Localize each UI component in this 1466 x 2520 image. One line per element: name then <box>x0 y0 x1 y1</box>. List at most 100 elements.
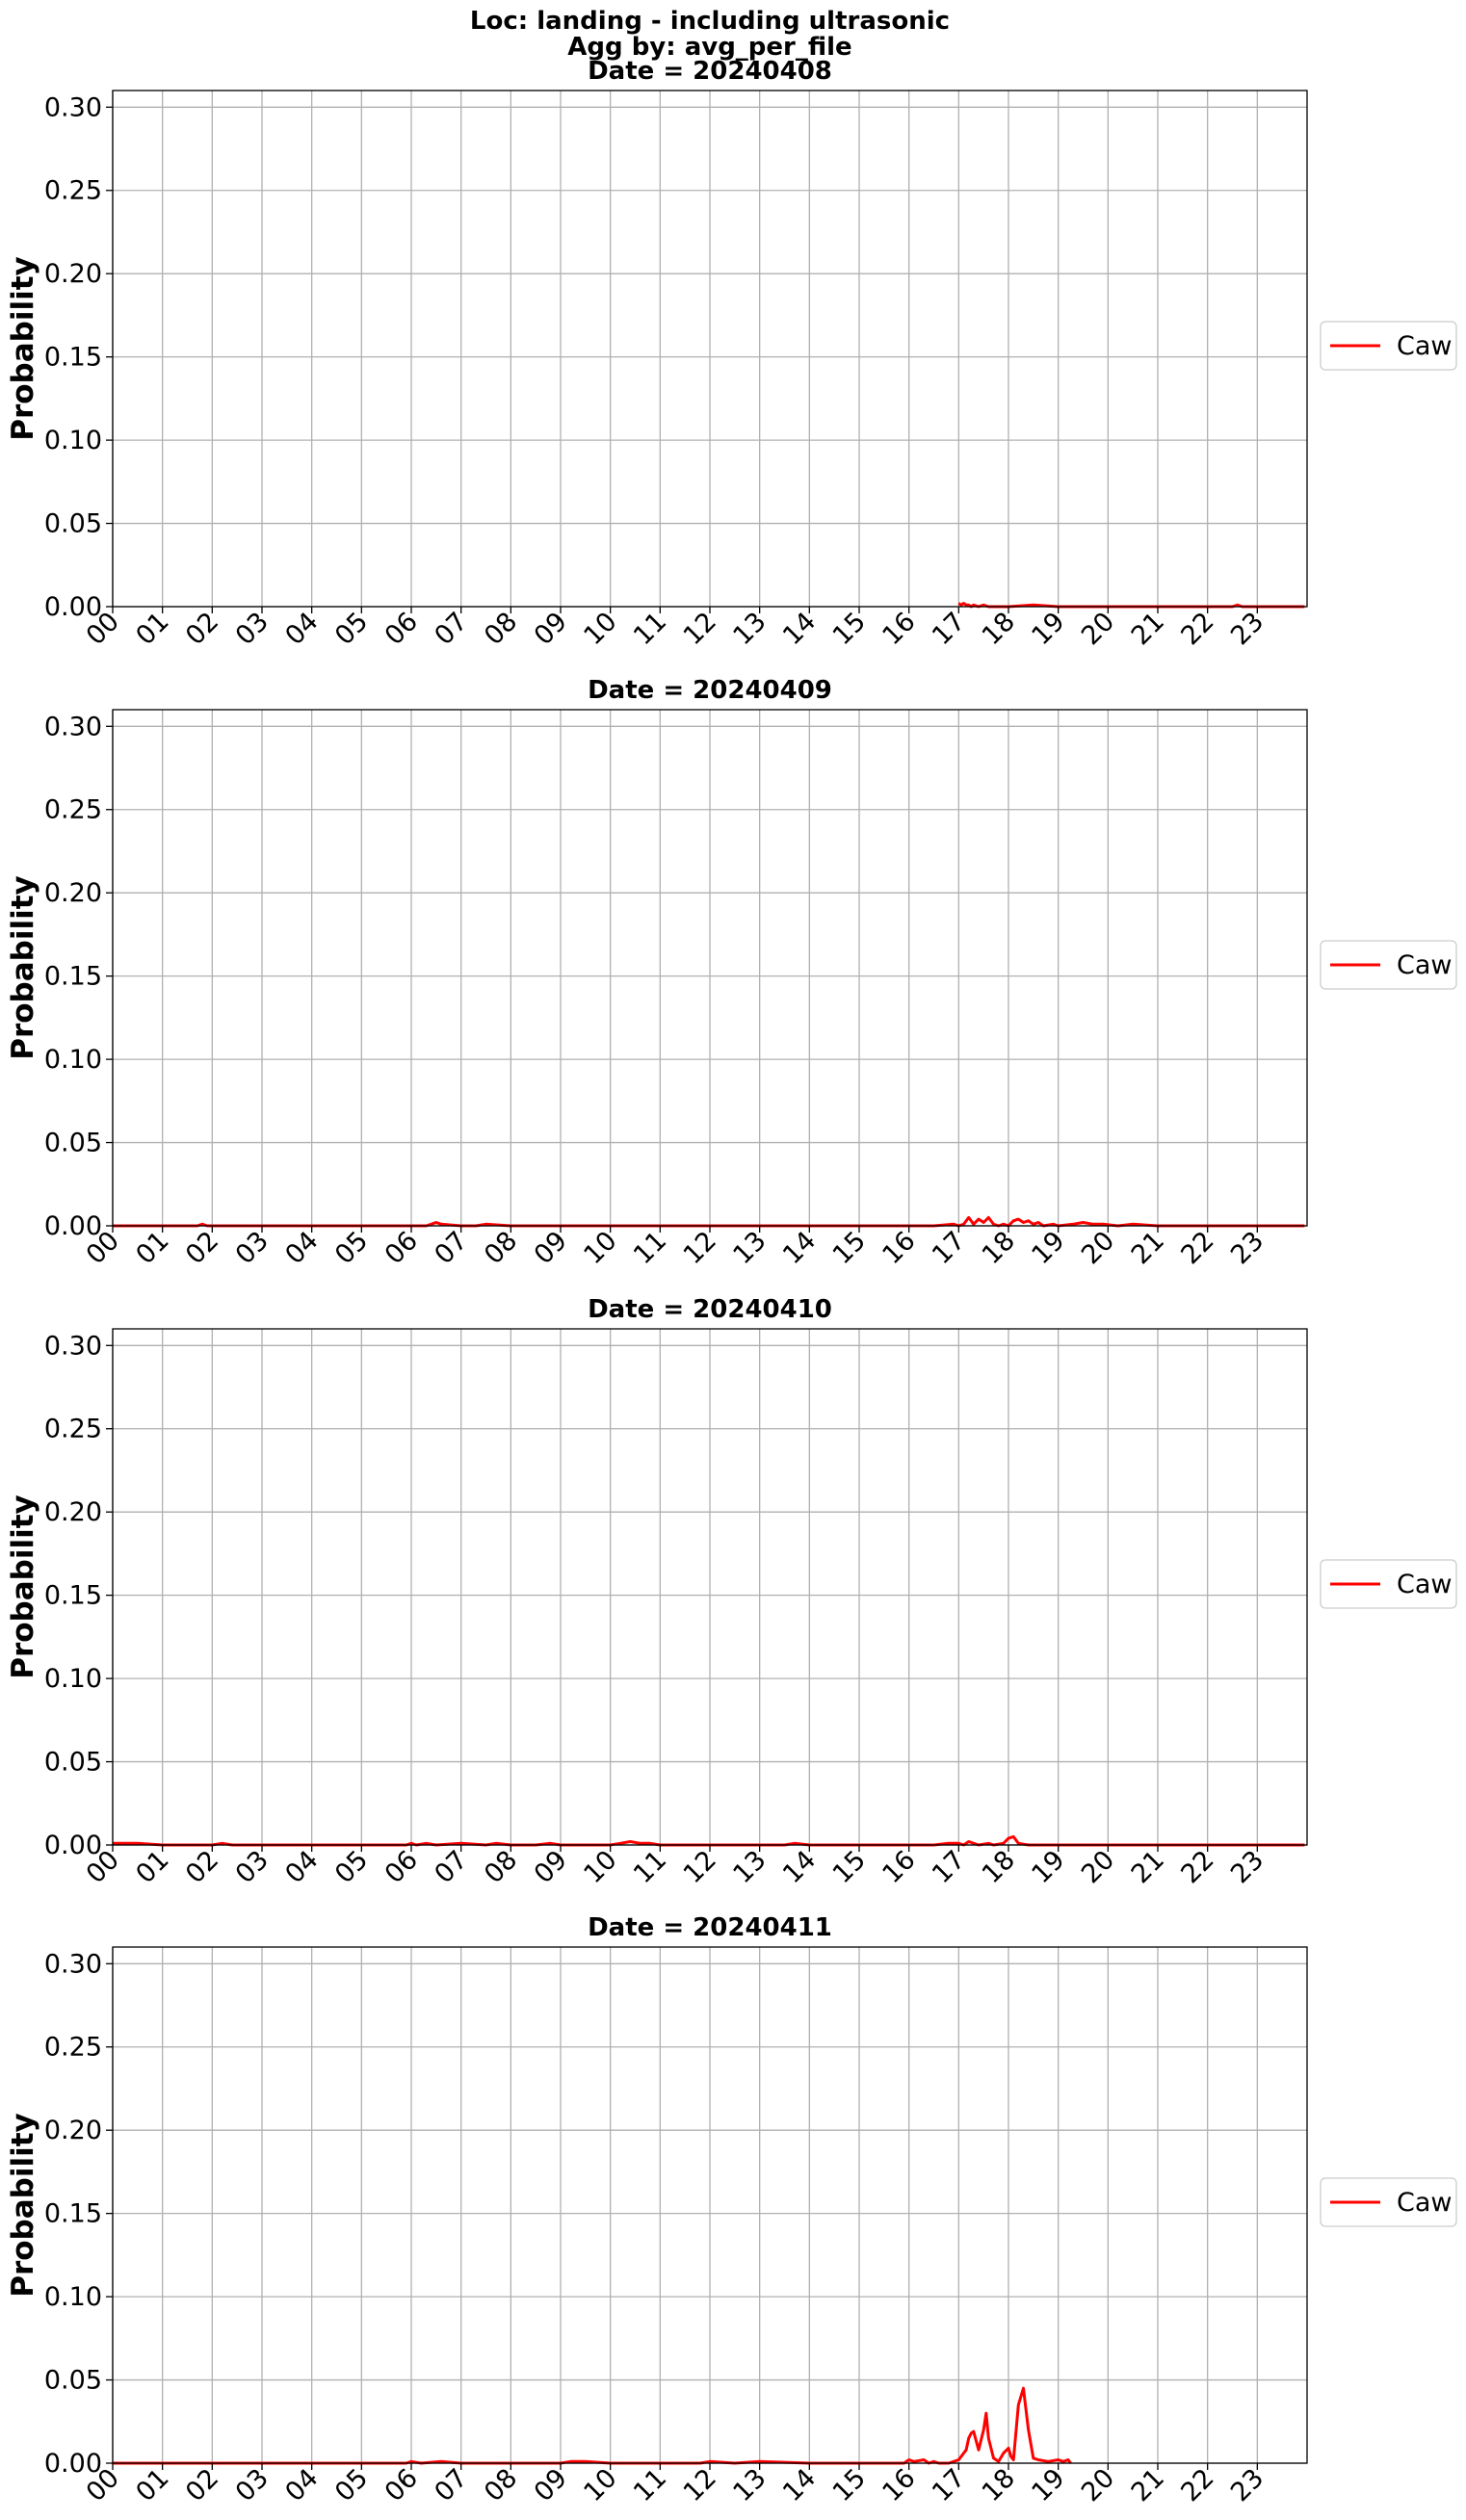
x-tick-label: 01 <box>130 1226 174 1270</box>
y-tick-label: 0.20 <box>44 2116 102 2145</box>
x-tick-label: 06 <box>380 607 424 651</box>
x-tick-label: 04 <box>279 2463 324 2507</box>
y-tick-label: 0.30 <box>44 1949 102 1979</box>
x-tick-label: 08 <box>479 1845 523 1889</box>
x-tick-label: 17 <box>927 607 971 651</box>
x-tick-label: 16 <box>877 2463 921 2507</box>
x-tick-label: 04 <box>279 607 324 651</box>
grid <box>112 1329 1307 1846</box>
x-tick-label: 08 <box>479 1226 523 1270</box>
x-tick-label: 02 <box>180 1226 224 1270</box>
y-tick-label: 0.00 <box>44 1211 102 1241</box>
x-tick-label: 07 <box>429 1226 473 1270</box>
x-tick-label: 20 <box>1076 607 1120 651</box>
y-tick-label: 0.05 <box>44 509 102 539</box>
x-tick-label: 22 <box>1175 1845 1219 1889</box>
x-tick-label: 16 <box>877 1226 921 1270</box>
x-tick-label: 01 <box>130 2463 174 2507</box>
y-tick-label: 0.15 <box>44 1581 102 1611</box>
x-tick-label: 09 <box>529 1226 573 1270</box>
x-tick-label: 19 <box>1026 2463 1070 2507</box>
y-tick-label: 0.15 <box>44 343 102 373</box>
y-axis-label: Probability <box>6 2113 40 2298</box>
y-tick-label: 0.15 <box>44 962 102 992</box>
x-tick-label: 02 <box>180 1845 224 1889</box>
x-tick-label: 12 <box>678 2463 722 2507</box>
x-tick-label: 18 <box>977 1845 1021 1889</box>
x-tick-label: 04 <box>279 1845 324 1889</box>
x-tick-label: 06 <box>380 1226 424 1270</box>
x-tick-label: 21 <box>1126 2463 1170 2507</box>
legend-box <box>1320 940 1457 990</box>
x-tick-label: 16 <box>877 607 921 651</box>
y-tick-label: 0.30 <box>44 1331 102 1361</box>
x-tick-label: 10 <box>578 1845 622 1889</box>
y-tick-label: 0.15 <box>44 2199 102 2229</box>
x-tick-label: 06 <box>380 1845 424 1889</box>
y-tick-label: 0.25 <box>44 2033 102 2063</box>
x-tick-label: 09 <box>529 2463 573 2507</box>
x-tick-label: 06 <box>380 2463 424 2507</box>
x-tick-label: 19 <box>1026 607 1070 651</box>
x-tick-label: 15 <box>827 2463 872 2507</box>
grid <box>112 710 1307 1227</box>
x-tick-label: 03 <box>230 1226 275 1270</box>
x-tick-label: 15 <box>827 1226 872 1270</box>
figure-title-line: Loc: landing - including ultrasonic <box>470 7 950 36</box>
legend: Caw <box>1320 321 1457 371</box>
y-tick-label: 0.25 <box>44 1415 102 1444</box>
x-tick-label: 20 <box>1076 1226 1120 1270</box>
grid <box>112 1947 1307 2464</box>
subplot: Date = 20240411 0.00 0.05 0.10 0.15 0.20 0.25 0… <box>6 1913 1457 2507</box>
x-tick-label: 09 <box>529 607 573 651</box>
y-tick-label: 0.10 <box>44 1045 102 1075</box>
x-tick-label: 21 <box>1126 1226 1170 1270</box>
x-tick-label: 03 <box>230 607 275 651</box>
x-tick-label: 07 <box>429 2463 473 2507</box>
y-tick-label: 0.05 <box>44 1129 102 1158</box>
y-tick-label: 0.10 <box>44 426 102 455</box>
legend-label: Caw <box>1397 1570 1452 1599</box>
x-tick-label: 07 <box>429 1845 473 1889</box>
y-tick-label: 0.20 <box>44 259 102 289</box>
x-tick-label: 05 <box>329 2463 374 2507</box>
x-tick-label: 01 <box>130 1845 174 1889</box>
x-tick-label: 08 <box>479 2463 523 2507</box>
x-tick-label: 11 <box>628 2463 672 2507</box>
x-tick-label: 12 <box>678 607 722 651</box>
x-tick-label: 02 <box>180 2463 224 2507</box>
x-tick-label: 05 <box>329 607 374 651</box>
x-tick-label: 19 <box>1026 1845 1070 1889</box>
x-tick-label: 14 <box>777 1845 822 1889</box>
legend: Caw <box>1320 2177 1457 2227</box>
legend-label: Caw <box>1397 950 1452 980</box>
x-tick-label: 10 <box>578 1226 622 1270</box>
subplot-title: Date = 20240408 <box>588 57 832 86</box>
x-tick-label: 23 <box>1225 1845 1270 1889</box>
x-tick-label: 02 <box>180 607 224 651</box>
legend-box <box>1320 321 1457 371</box>
y-tick-label: 0.00 <box>44 1831 102 1860</box>
y-tick-label: 0.00 <box>44 592 102 622</box>
series-line-caw <box>113 1834 1305 1847</box>
x-tick-label: 09 <box>529 1845 573 1889</box>
subplot: Date = 20240408 0.00 0.05 0.10 0.15 0.20 0.25 0… <box>6 57 1457 651</box>
x-tick-label: 18 <box>977 607 1021 651</box>
x-tick-label: 15 <box>827 607 872 651</box>
subplot-title: Date = 20240411 <box>588 1913 832 1942</box>
x-tick-label: 22 <box>1175 2463 1219 2507</box>
series-line-caw <box>113 1215 1305 1228</box>
legend-box <box>1320 1559 1457 1609</box>
subplots: Date = 20240408 0.00 0.05 0.10 0.15 0.20 0.25 0… <box>6 57 1457 2507</box>
x-tick-label: 18 <box>977 1226 1021 1270</box>
grid <box>112 91 1307 608</box>
x-tick-label: 22 <box>1175 1226 1219 1270</box>
x-tick-label: 11 <box>628 1226 672 1270</box>
subplot-title: Date = 20240410 <box>588 1295 832 1324</box>
x-tick-label: 17 <box>927 1226 971 1270</box>
x-tick-label: 01 <box>130 607 174 651</box>
x-tick-label: 15 <box>827 1845 872 1889</box>
subplot: Date = 20240409 0.00 0.05 0.10 0.15 0.20 0.25 0… <box>6 676 1457 1270</box>
y-tick-label: 0.05 <box>44 1748 102 1778</box>
